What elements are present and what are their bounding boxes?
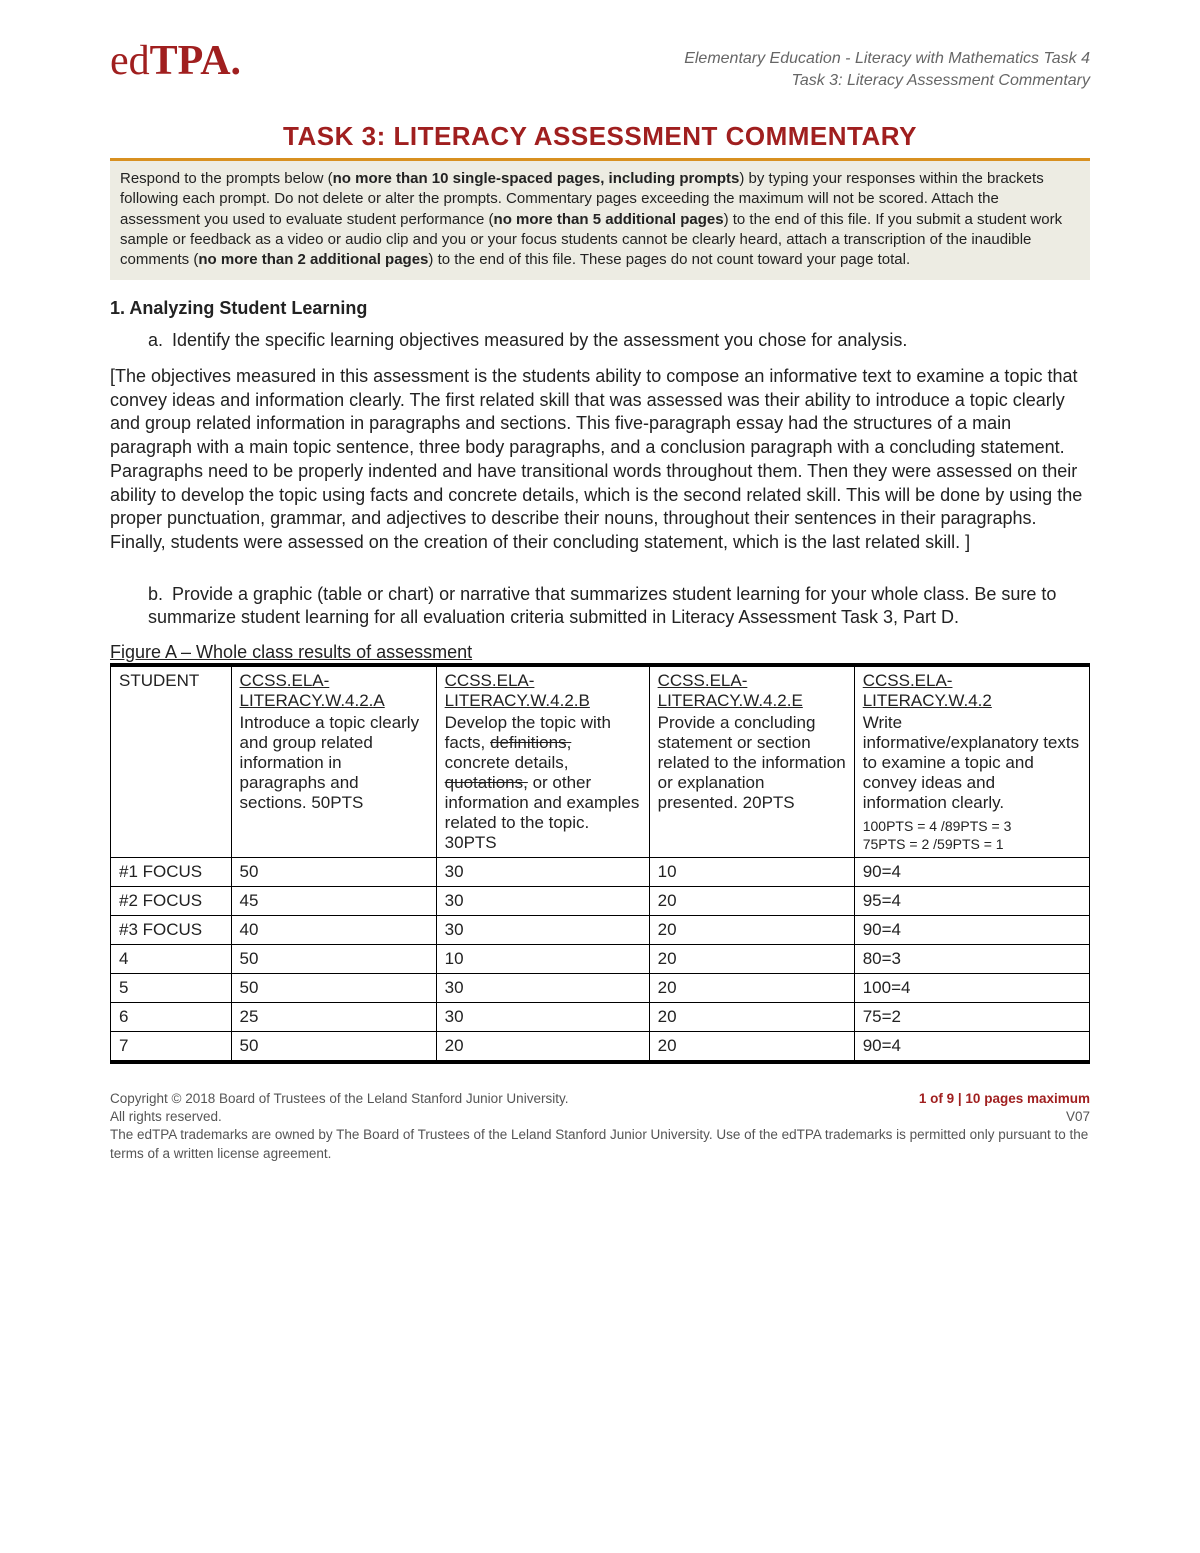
cell-e: 20: [649, 1002, 854, 1031]
page-title: TASK 3: LITERACY ASSESSMENT COMMENTARY: [110, 121, 1090, 152]
cell-b: 10: [436, 944, 649, 973]
item-1b-text: Provide a graphic (table or chart) or na…: [148, 584, 1056, 627]
section-1-heading: 1. Analyzing Student Learning: [110, 298, 1090, 319]
th-col-b: CCSS.ELA-LITERACY.W.4.2.B Develop the to…: [436, 665, 649, 858]
instructions-box: Respond to the prompts below (no more th…: [110, 161, 1090, 280]
cell-a: 50: [231, 973, 436, 1002]
header-subtitle: Elementary Education - Literacy with Mat…: [684, 40, 1090, 91]
header: edTPA. Elementary Education - Literacy w…: [110, 40, 1090, 91]
cell-e: 20: [649, 1031, 854, 1062]
th-a-desc: Introduce a topic clearly and group rela…: [240, 713, 420, 812]
item-1a-text: Identify the specific learning objective…: [172, 330, 907, 350]
footer-page: 1 of 9 | 10 pages maximum: [919, 1090, 1090, 1108]
cell-s: 4: [111, 944, 232, 973]
cell-a: 50: [231, 857, 436, 886]
th-b-strike2: quotations,: [445, 773, 528, 792]
th-e-link: CCSS.ELA-LITERACY.W.4.2.E: [658, 671, 846, 711]
cell-e: 10: [649, 857, 854, 886]
table-row: 5503020100=4: [111, 973, 1090, 1002]
cell-e: 20: [649, 886, 854, 915]
cell-t: 90=4: [854, 1031, 1089, 1062]
answer-1a: [The objectives measured in this assessm…: [110, 365, 1090, 555]
th-b-mid: concrete details,: [445, 753, 569, 772]
footer-copy1: Copyright © 2018 Board of Trustees of th…: [110, 1090, 568, 1108]
cell-s: 7: [111, 1031, 232, 1062]
document-page: edTPA. Elementary Education - Literacy w…: [0, 0, 1200, 1553]
table-row: #1 FOCUS50301090=4: [111, 857, 1090, 886]
th-a-link: CCSS.ELA-LITERACY.W.4.2.A: [240, 671, 428, 711]
cell-a: 40: [231, 915, 436, 944]
table-row: #3 FOCUS40302090=4: [111, 915, 1090, 944]
cell-a: 45: [231, 886, 436, 915]
cell-t: 95=4: [854, 886, 1089, 915]
header-line2: Task 3: Literacy Assessment Commentary: [684, 70, 1090, 92]
instr-p4: ) to the end of this file. These pages d…: [428, 251, 910, 268]
cell-e: 20: [649, 973, 854, 1002]
th-last-scale1: 100PTS = 4 /89PTS = 3: [863, 817, 1081, 835]
cell-t: 90=4: [854, 857, 1089, 886]
instr-b2: no more than 5 additional pages: [494, 211, 724, 228]
item-1b-letter: b.: [148, 583, 172, 606]
cell-a: 50: [231, 944, 436, 973]
cell-b: 30: [436, 886, 649, 915]
th-b-strike1: definitions,: [490, 733, 571, 752]
cell-a: 50: [231, 1031, 436, 1062]
th-student: STUDENT: [111, 665, 232, 858]
th-col-e: CCSS.ELA-LITERACY.W.4.2.E Provide a conc…: [649, 665, 854, 858]
th-col-last: CCSS.ELA-LITERACY.W.4.2 Write informativ…: [854, 665, 1089, 858]
instr-p1: Respond to the prompts below (: [120, 170, 333, 187]
table-row: 450102080=3: [111, 944, 1090, 973]
cell-b: 30: [436, 973, 649, 1002]
cell-s: #3 FOCUS: [111, 915, 232, 944]
cell-t: 90=4: [854, 915, 1089, 944]
edtpa-logo: edTPA.: [110, 40, 241, 82]
cell-b: 30: [436, 915, 649, 944]
results-table: STUDENT CCSS.ELA-LITERACY.W.4.2.A Introd…: [110, 663, 1090, 1064]
cell-s: 5: [111, 973, 232, 1002]
cell-b: 30: [436, 1002, 649, 1031]
footer-ver: V07: [919, 1108, 1090, 1126]
th-last-scale2: 75PTS = 2 /59PTS = 1: [863, 835, 1081, 853]
footer-copy2: All rights reserved.: [110, 1108, 568, 1126]
table-header-row: STUDENT CCSS.ELA-LITERACY.W.4.2.A Introd…: [111, 665, 1090, 858]
instr-b1: no more than 10 single-spaced pages, inc…: [333, 170, 740, 187]
cell-e: 20: [649, 944, 854, 973]
logo-ed: ed: [110, 38, 150, 84]
footer-tm: The edTPA trademarks are owned by The Bo…: [110, 1126, 1090, 1162]
cell-a: 25: [231, 1002, 436, 1031]
cell-s: #2 FOCUS: [111, 886, 232, 915]
logo-tpa: TPA.: [150, 38, 241, 84]
th-e-desc: Provide a concluding statement or sectio…: [658, 713, 846, 812]
table-row: 750202090=4: [111, 1031, 1090, 1062]
item-1b: b.Provide a graphic (table or chart) or …: [148, 583, 1090, 630]
header-line1: Elementary Education - Literacy with Mat…: [684, 48, 1090, 70]
footer-left: Copyright © 2018 Board of Trustees of th…: [110, 1090, 568, 1126]
footer-row: Copyright © 2018 Board of Trustees of th…: [110, 1090, 1090, 1126]
item-1a-letter: a.: [148, 329, 172, 352]
th-last-desc: Write informative/explanatory texts to e…: [863, 713, 1079, 812]
instr-b3: no more than 2 additional pages: [198, 251, 428, 268]
table-row: 625302075=2: [111, 1002, 1090, 1031]
footer-right: 1 of 9 | 10 pages maximum V07: [919, 1090, 1090, 1126]
cell-b: 30: [436, 857, 649, 886]
figure-a-caption: Figure A – Whole class results of assess…: [110, 642, 1090, 663]
cell-e: 20: [649, 915, 854, 944]
footer: Copyright © 2018 Board of Trustees of th…: [110, 1090, 1090, 1163]
cell-b: 20: [436, 1031, 649, 1062]
cell-t: 80=3: [854, 944, 1089, 973]
cell-s: 6: [111, 1002, 232, 1031]
table-row: #2 FOCUS45302095=4: [111, 886, 1090, 915]
item-1a: a.Identify the specific learning objecti…: [148, 329, 1090, 352]
cell-t: 100=4: [854, 973, 1089, 1002]
cell-s: #1 FOCUS: [111, 857, 232, 886]
th-last-link: CCSS.ELA-LITERACY.W.4.2: [863, 671, 1081, 711]
th-col-a: CCSS.ELA-LITERACY.W.4.2.A Introduce a to…: [231, 665, 436, 858]
cell-t: 75=2: [854, 1002, 1089, 1031]
th-b-link: CCSS.ELA-LITERACY.W.4.2.B: [445, 671, 641, 711]
